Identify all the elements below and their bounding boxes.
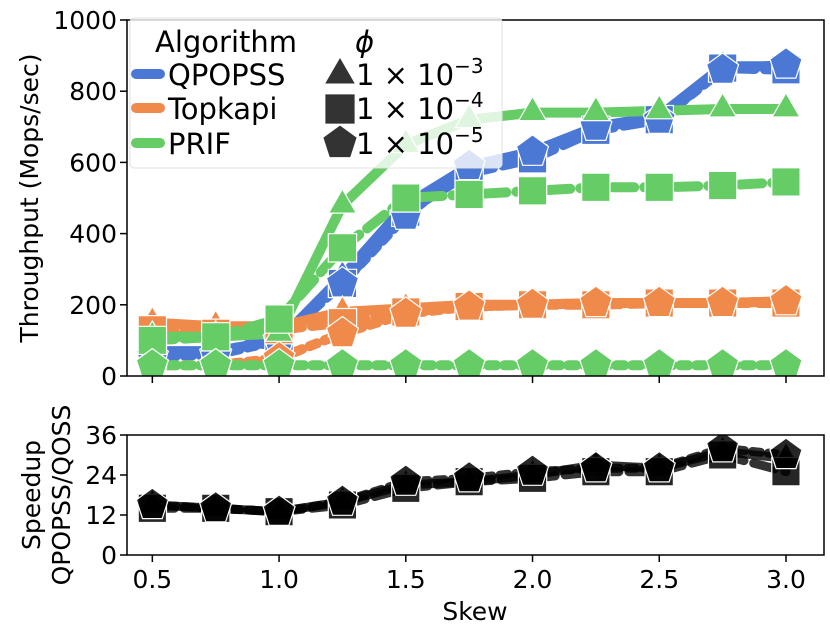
point-speedup-1e-5-pentagon <box>452 460 486 493</box>
x-tick-label: 3.0 <box>766 565 806 594</box>
y-tick-label: 24 <box>85 461 117 490</box>
point-prif-1e-4-square <box>644 172 675 203</box>
point-topkapi-1e-5-pentagon <box>579 285 613 318</box>
point-prif-1e-3-triangle <box>580 95 611 122</box>
legend-box <box>129 17 503 169</box>
speedup-y-axis-label-line2: QPOPSS/QOSS <box>47 405 76 586</box>
legend-phi-1e-4-exp: −4 <box>454 88 483 112</box>
legend-phi-1e-4-base: 1 × 10 <box>356 92 454 126</box>
point-topkapi-1e-5-pentagon <box>769 283 803 316</box>
y-tick-label: 200 <box>69 291 117 320</box>
point-topkapi-1e-5-pentagon <box>515 287 550 319</box>
point-prif-1e-5-pentagon <box>262 347 296 376</box>
y-tick-label: 600 <box>69 148 117 177</box>
point-speedup-1e-5-pentagon <box>325 484 360 516</box>
point-prif-1e-4-square <box>391 183 421 213</box>
point-speedup-1e-5-pentagon <box>198 490 233 523</box>
point-prif-1e-3-triangle <box>644 93 675 120</box>
y-tick-label: 400 <box>69 220 117 249</box>
point-topkapi-1e-5-pentagon <box>325 315 360 348</box>
legend-phi-1e-5-exp: −5 <box>454 123 483 147</box>
point-speedup-1e-5-pentagon <box>769 437 803 470</box>
legend-label-prif: PRIF <box>168 127 231 161</box>
point-prif-1e-5-pentagon <box>135 347 170 376</box>
point-prif-1e-4-square <box>581 172 611 203</box>
point-topkapi-1e-5-pentagon <box>705 285 740 318</box>
legend-phi-1e-4: 1 × 10−4 <box>356 88 484 126</box>
point-prif-1e-5-pentagon <box>198 347 233 376</box>
x-tick-label: 2.5 <box>639 565 679 594</box>
point-prif-1e-4-square <box>454 179 484 210</box>
point-prif-1e-3-triangle <box>517 95 548 122</box>
series-group <box>135 46 803 376</box>
legend: Algorithm ϕ QPOPSS Topkapi PRIF 1 × 10−3… <box>129 17 503 169</box>
point-speedup-1e-5-pentagon <box>579 450 613 483</box>
point-prif-1e-3-triangle <box>771 91 801 118</box>
x-tick-label: 1.0 <box>259 565 299 594</box>
point-topkapi-1e-5-pentagon <box>452 289 486 321</box>
y-tick-label: 0 <box>101 362 117 391</box>
legend-marker-square <box>325 94 355 124</box>
legend-title-phi: ϕ <box>355 25 374 59</box>
legend-marker-pentagon <box>323 125 357 158</box>
throughput-y-axis-label: Throughput (Mops/sec) <box>15 53 44 343</box>
point-speedup-1e-5-pentagon <box>389 464 423 496</box>
point-speedup-1e-5-pentagon <box>262 494 296 526</box>
point-prif-1e-4-square <box>707 170 738 201</box>
point-prif-1e-5-pentagon <box>452 347 486 376</box>
point-speedup-1e-5-pentagon <box>642 450 676 483</box>
point-prif-1e-4-square <box>327 233 358 263</box>
legend-phi-1e-3-exp: −3 <box>454 54 483 78</box>
point-prif-1e-4-square <box>771 167 801 197</box>
legend-phi-1e-3-base: 1 × 10 <box>356 58 454 92</box>
point-topkapi-1e-5-pentagon <box>389 296 423 328</box>
point-qpopss-1e-5-pentagon <box>705 52 740 85</box>
y-tick-label: 0 <box>101 541 117 570</box>
plot-frame <box>126 434 825 556</box>
y-tick-label: 12 <box>85 501 117 530</box>
series-group <box>135 435 803 527</box>
point-qpopss-1e-5-pentagon <box>515 134 550 166</box>
y-tick-label: 800 <box>69 77 117 106</box>
point-speedup-1e-5-pentagon <box>515 454 550 486</box>
legend-phi-1e-5-base: 1 × 10 <box>356 127 454 161</box>
legend-title-algorithm: Algorithm <box>155 25 297 59</box>
speedup-y-axis-label-line1: Speedup <box>17 440 46 550</box>
x-tick-label: 0.5 <box>132 565 172 594</box>
x-axis-label: Skew <box>442 597 507 626</box>
point-prif-1e-3-triangle <box>707 91 738 118</box>
legend-phi-1e-5: 1 × 10−5 <box>356 123 484 161</box>
point-prif-1e-5-pentagon <box>325 347 360 376</box>
point-prif-1e-4-square <box>201 322 231 352</box>
point-speedup-1e-5-pentagon <box>135 487 170 520</box>
legend-marker-triangle <box>325 58 355 84</box>
point-prif-1e-5-pentagon <box>389 347 423 376</box>
x-tick-label: 1.5 <box>386 565 426 594</box>
point-prif-1e-4-square <box>517 176 548 206</box>
point-prif-1e-5-pentagon <box>579 347 613 376</box>
y-tick-label: 1000 <box>53 6 117 35</box>
point-prif-1e-4-square <box>264 304 294 334</box>
x-tick-label: 2.0 <box>513 565 553 594</box>
legend-phi-1e-3: 1 × 10−3 <box>356 54 484 92</box>
point-speedup-1e-5-pentagon <box>705 435 740 463</box>
legend-label-qpopss: QPOPSS <box>168 58 285 92</box>
point-prif-1e-5-pentagon <box>705 347 740 376</box>
legend-phi-markers <box>323 58 357 158</box>
point-prif-1e-5-pentagon <box>642 347 676 376</box>
legend-label-topkapi: Topkapi <box>167 92 277 126</box>
point-prif-1e-5-pentagon <box>769 347 803 376</box>
speedup-plot: 0 12 24 36 0.5 1.0 1.5 2.0 2.5 3.0 <box>85 421 825 594</box>
point-topkapi-1e-5-pentagon <box>642 285 676 318</box>
point-qpopss-1e-5-pentagon <box>769 46 803 79</box>
y-tick-label: 36 <box>85 421 117 450</box>
point-prif-1e-3-triangle <box>327 187 358 214</box>
point-prif-1e-5-pentagon <box>515 347 550 376</box>
